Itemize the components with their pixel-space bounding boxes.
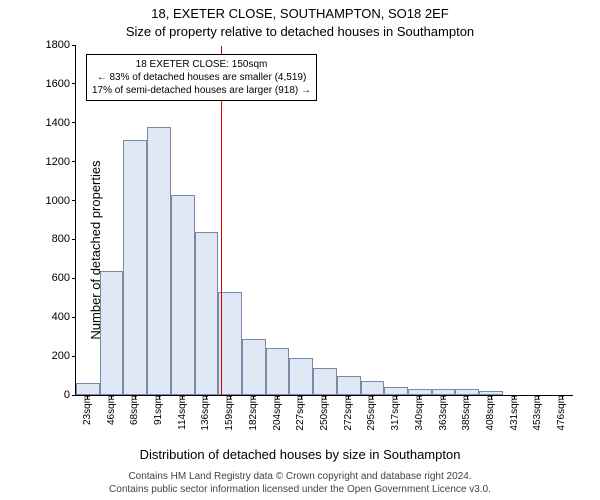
x-tick-label: 317sqm — [390, 395, 401, 431]
bar — [266, 348, 290, 395]
bar — [361, 381, 385, 395]
x-tick-label: 68sqm — [129, 395, 140, 425]
y-tick-label: 1200 — [46, 156, 76, 168]
x-tick-label: 363sqm — [438, 395, 449, 431]
y-tick-label: 400 — [52, 311, 76, 323]
annotation-line-1: 18 EXETER CLOSE: 150sqm — [92, 58, 311, 71]
bar — [100, 271, 124, 395]
bar — [289, 358, 313, 395]
bar — [76, 383, 100, 395]
x-tick-label: 204sqm — [272, 395, 283, 431]
x-tick-label: 408sqm — [485, 395, 496, 431]
annotation-line-2: ← 83% of detached houses are smaller (4,… — [92, 71, 311, 84]
x-tick-label: 46sqm — [106, 395, 117, 425]
y-tick-label: 200 — [52, 350, 76, 362]
bar — [242, 339, 266, 395]
chart-title: 18, EXETER CLOSE, SOUTHAMPTON, SO18 2EF — [0, 6, 600, 21]
bar — [147, 127, 171, 395]
x-tick-label: 476sqm — [556, 395, 567, 431]
bar — [195, 232, 219, 395]
bar — [384, 387, 408, 395]
bar — [171, 195, 195, 395]
y-tick-label: 1800 — [46, 39, 76, 51]
bar — [337, 376, 361, 395]
x-tick-label: 431sqm — [509, 395, 520, 431]
x-tick-label: 136sqm — [200, 395, 211, 431]
x-tick-label: 91sqm — [153, 395, 164, 425]
y-tick-label: 800 — [52, 233, 76, 245]
x-tick-label: 23sqm — [82, 395, 93, 425]
bar — [218, 292, 242, 395]
x-tick-label: 227sqm — [295, 395, 306, 431]
x-tick-label: 272sqm — [343, 395, 354, 431]
y-tick-label: 0 — [64, 389, 76, 401]
footnote-line-1: Contains HM Land Registry data © Crown c… — [0, 471, 600, 484]
x-tick-label: 295sqm — [366, 395, 377, 431]
x-tick-label: 385sqm — [461, 395, 472, 431]
x-tick-label: 340sqm — [414, 395, 425, 431]
x-tick-label: 250sqm — [319, 395, 330, 431]
chart-subtitle: Size of property relative to detached ho… — [0, 24, 600, 39]
y-tick-label: 1600 — [46, 78, 76, 90]
annotation-line-3: 17% of semi-detached houses are larger (… — [92, 84, 311, 97]
x-tick-label: 453sqm — [532, 395, 543, 431]
footnote-line-2: Contains public sector information licen… — [0, 484, 600, 497]
y-tick-label: 600 — [52, 272, 76, 284]
bar — [313, 368, 337, 395]
x-tick-label: 114sqm — [177, 395, 188, 430]
annotation-box: 18 EXETER CLOSE: 150sqm ← 83% of detache… — [86, 54, 317, 101]
x-axis-label: Distribution of detached houses by size … — [0, 447, 600, 462]
plot-area: 18 EXETER CLOSE: 150sqm ← 83% of detache… — [75, 46, 573, 396]
y-tick-label: 1000 — [46, 195, 76, 207]
x-tick-label: 182sqm — [248, 395, 259, 431]
bar — [123, 140, 147, 395]
footnote: Contains HM Land Registry data © Crown c… — [0, 471, 600, 496]
y-tick-label: 1400 — [46, 117, 76, 129]
x-tick-label: 159sqm — [224, 395, 235, 431]
chart-container: { "title": "18, EXETER CLOSE, SOUTHAMPTO… — [0, 0, 600, 500]
